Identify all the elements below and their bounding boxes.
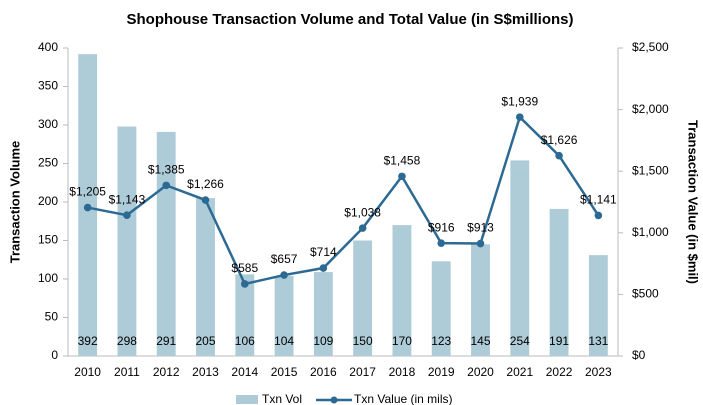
line-value-label: $1,205 — [69, 185, 106, 199]
x-tick-label: 2018 — [389, 365, 416, 379]
line-point — [83, 203, 92, 212]
bar-value-label: 298 — [117, 334, 137, 348]
bar — [353, 240, 373, 356]
legend-label: Txn Vol — [262, 392, 302, 405]
bar — [588, 255, 608, 356]
x-tick-label: 2012 — [153, 365, 180, 379]
bar — [117, 126, 137, 356]
line-point — [123, 211, 131, 219]
y-axis-title: Transaction Volume — [7, 141, 22, 264]
y-tick-label: 400 — [38, 40, 58, 54]
y-tick-label: 250 — [38, 156, 58, 170]
line-point — [437, 239, 446, 247]
bar-value-label: 170 — [392, 334, 412, 348]
y2-tick-label: $2,500 — [632, 40, 669, 54]
legend-swatch — [330, 396, 338, 404]
x-tick-label: 2020 — [467, 365, 494, 379]
x-tick-label: 2014 — [231, 365, 258, 379]
line-point — [594, 211, 603, 220]
line-value-label: $916 — [428, 220, 455, 234]
line-value-label: $1,939 — [501, 94, 538, 108]
y2-tick-label: $1,500 — [632, 163, 669, 177]
y-tick-label: 50 — [45, 310, 59, 324]
line-point — [515, 113, 524, 121]
line-value-label: $1,266 — [187, 177, 224, 191]
y2-tick-label: $0 — [632, 348, 646, 362]
bar-value-label: 123 — [431, 334, 451, 348]
legend-swatch — [236, 395, 258, 404]
bar-value-label: 131 — [588, 334, 608, 348]
bar-value-label: 104 — [274, 334, 294, 348]
x-tick-label: 2022 — [546, 365, 573, 379]
x-tick-label: 2010 — [74, 365, 101, 379]
bar — [431, 261, 451, 356]
line-value-label: $1,038 — [344, 205, 381, 219]
bar-value-label: 191 — [549, 334, 569, 348]
bar-value-label: 145 — [470, 334, 490, 348]
bar-value-label: 392 — [78, 334, 98, 348]
x-tick-label: 2015 — [271, 365, 298, 379]
bar-value-label: 291 — [156, 334, 176, 348]
line-value-label: $1,141 — [580, 193, 617, 207]
line-point — [398, 172, 406, 181]
bar-value-label: 106 — [235, 334, 255, 348]
y-tick-label: 300 — [38, 117, 58, 131]
bar-value-label: 150 — [353, 334, 373, 348]
x-tick-label: 2019 — [428, 365, 455, 379]
y2-axis-title: Transaction Value (in $mil) — [686, 120, 701, 284]
y-tick-label: 0 — [51, 348, 58, 362]
bar — [313, 272, 333, 356]
legend-label: Txn Value (in mils) — [354, 392, 452, 405]
y2-tick-label: $2,000 — [632, 102, 669, 116]
x-tick-label: 2017 — [349, 365, 376, 379]
line-value-label: $714 — [310, 245, 337, 259]
line-value-label: $1,385 — [148, 163, 185, 177]
bar — [235, 274, 255, 356]
line-point — [319, 264, 328, 272]
y2-tick-label: $1,000 — [632, 225, 669, 239]
y2-tick-label: $500 — [632, 287, 659, 301]
x-tick-label: 2011 — [114, 365, 140, 379]
line-point — [240, 280, 249, 288]
line-point — [555, 151, 563, 160]
line — [87, 114, 600, 286]
bar — [392, 225, 412, 356]
bar — [510, 160, 530, 356]
y-tick-label: 200 — [38, 194, 58, 208]
line-point — [162, 181, 171, 190]
bar — [196, 198, 215, 356]
line-point — [476, 239, 485, 248]
line-value-label: $913 — [467, 221, 494, 235]
y-tick-label: 350 — [38, 79, 58, 93]
line-point — [201, 196, 210, 204]
bar — [274, 275, 294, 356]
line-value-label: $1,458 — [384, 154, 421, 168]
bar-value-label: 109 — [313, 334, 333, 348]
bar — [549, 208, 569, 356]
bar-value-label: 254 — [510, 334, 530, 348]
line-value-label: $657 — [271, 252, 298, 266]
bar — [471, 244, 490, 356]
line-point — [280, 271, 288, 279]
y-tick-label: 150 — [38, 233, 58, 247]
y-tick-label: 100 — [38, 271, 58, 285]
x-tick-label: 2023 — [585, 365, 612, 379]
chart-title: Shophouse Transaction Volume and Total V… — [126, 11, 573, 28]
line-value-label: $585 — [231, 261, 258, 275]
line-value-label: $1,626 — [541, 133, 578, 147]
x-tick-label: 2021 — [506, 365, 533, 379]
line-value-label: $1,143 — [109, 192, 146, 206]
x-tick-label: 2016 — [310, 365, 337, 379]
x-tick-label: 2013 — [192, 365, 219, 379]
bar-value-label: 205 — [195, 334, 215, 348]
line-point — [358, 224, 367, 232]
